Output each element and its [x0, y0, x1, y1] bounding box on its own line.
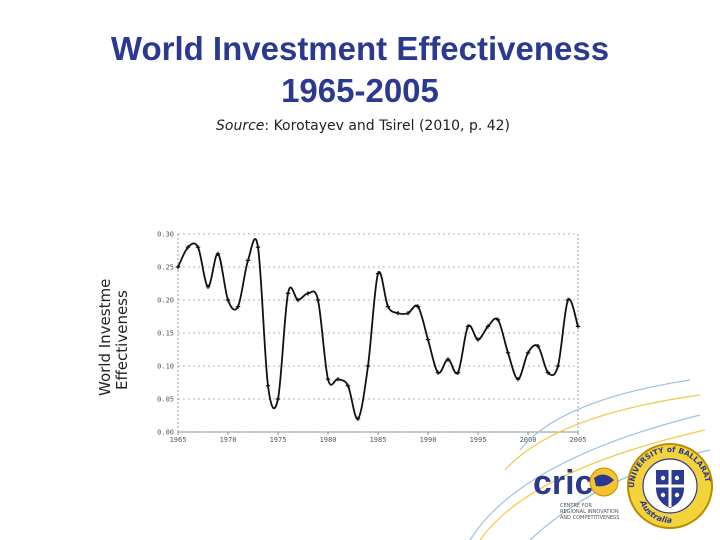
data-point-marker [485, 324, 491, 329]
data-point-marker [285, 291, 291, 296]
series-points [175, 245, 581, 421]
y-tick-label: 0.30 [157, 231, 174, 239]
data-point-marker [395, 311, 401, 316]
data-point-marker [185, 245, 191, 250]
data-point-marker [525, 350, 531, 355]
cric-caption-2: REGIONAL INNOVATION [560, 509, 619, 515]
y-tick-label: 0.10 [157, 363, 174, 371]
data-point-marker [515, 377, 521, 382]
cric-caption-3: AND COMPETITIVENESS [560, 515, 619, 521]
cric-logo: cric CENTRE FOR REGIONAL INNOVATION AND … [533, 464, 619, 521]
data-point-marker [315, 297, 321, 303]
data-point-marker [215, 251, 221, 256]
x-tick-label: 2000 [520, 436, 537, 444]
chart-ticks: 0.00 0.05 0.10 0.15 0.20 0.25 0.30 1965 1970 1975… [157, 231, 586, 445]
data-point-marker [265, 383, 271, 388]
data-point-marker [465, 324, 471, 329]
data-point-marker [475, 337, 481, 342]
data-point-marker [245, 258, 251, 263]
data-point-marker [205, 284, 211, 289]
data-point-marker [415, 304, 421, 309]
x-tick-label: 1970 [220, 436, 237, 444]
x-tick-label: 1990 [420, 436, 437, 444]
cric-wordmark: cric [533, 464, 594, 502]
x-tick-label: 1995 [470, 436, 487, 444]
data-point-marker [505, 350, 511, 355]
data-point-marker [495, 317, 501, 322]
data-point-marker [405, 311, 411, 316]
y-tick-label: 0.00 [157, 429, 174, 437]
data-point-marker [555, 363, 561, 369]
y-axis-label-line-2: Effectiveness [113, 290, 131, 390]
slide-title-line-2: 1965-2005 [281, 72, 439, 109]
data-point-marker [425, 337, 431, 342]
data-point-marker [255, 245, 261, 250]
data-point-marker [385, 304, 391, 309]
y-axis-label-line-1: World Investment [96, 278, 114, 396]
y-tick-label: 0.20 [157, 297, 174, 305]
data-point-marker [375, 271, 381, 276]
x-tick-label: 1985 [370, 436, 387, 444]
data-point-marker [295, 297, 301, 303]
data-point-marker [335, 377, 341, 382]
university-seal-logo: UNIVERSITY of BALLARAT Australia [627, 443, 713, 529]
y-tick-label: 0.05 [157, 396, 174, 404]
footer-logos: cric CENTRE FOR REGIONAL INNOVATION AND … [469, 379, 713, 540]
cric-caption-1: CENTRE FOR [560, 503, 592, 509]
data-point-marker [325, 377, 331, 382]
data-point-marker [545, 370, 551, 375]
source-citation: Source: Korotayev and Tsirel (2010, p. 4… [216, 118, 510, 134]
source-text: : Korotayev and Tsirel (2010, p. 42) [264, 118, 511, 134]
data-point-marker [535, 344, 541, 349]
data-point-marker [275, 396, 281, 402]
data-point-marker [365, 363, 371, 369]
y-tick-label: 0.15 [157, 330, 174, 338]
data-point-marker [445, 357, 451, 362]
source-label: Source [216, 118, 265, 134]
slide-title-line-1: World Investment Effectiveness [110, 30, 610, 67]
data-point-marker [195, 245, 201, 250]
data-point-marker [455, 370, 461, 375]
data-point-marker [305, 291, 311, 296]
data-point-marker [435, 370, 441, 375]
data-point-marker [175, 264, 181, 270]
data-point-marker [345, 383, 351, 388]
line-chart: 0.00 0.05 0.10 0.15 0.20 0.25 0.30 1965 1970 1975… [157, 231, 586, 445]
x-tick-label: 2005 [570, 436, 587, 444]
chart-axes [177, 234, 579, 435]
data-point-marker [235, 304, 241, 309]
y-axis-label: World Investment Effectiveness [96, 278, 131, 396]
x-tick-label: 1980 [320, 436, 337, 444]
series-line [177, 238, 579, 420]
x-tick-label: 1975 [270, 436, 287, 444]
y-tick-label: 0.25 [157, 264, 174, 272]
x-tick-label: 1965 [170, 436, 187, 444]
data-point-marker [225, 297, 231, 303]
data-point-marker [565, 297, 571, 303]
data-point-marker [355, 416, 361, 421]
data-point-marker [575, 324, 581, 329]
